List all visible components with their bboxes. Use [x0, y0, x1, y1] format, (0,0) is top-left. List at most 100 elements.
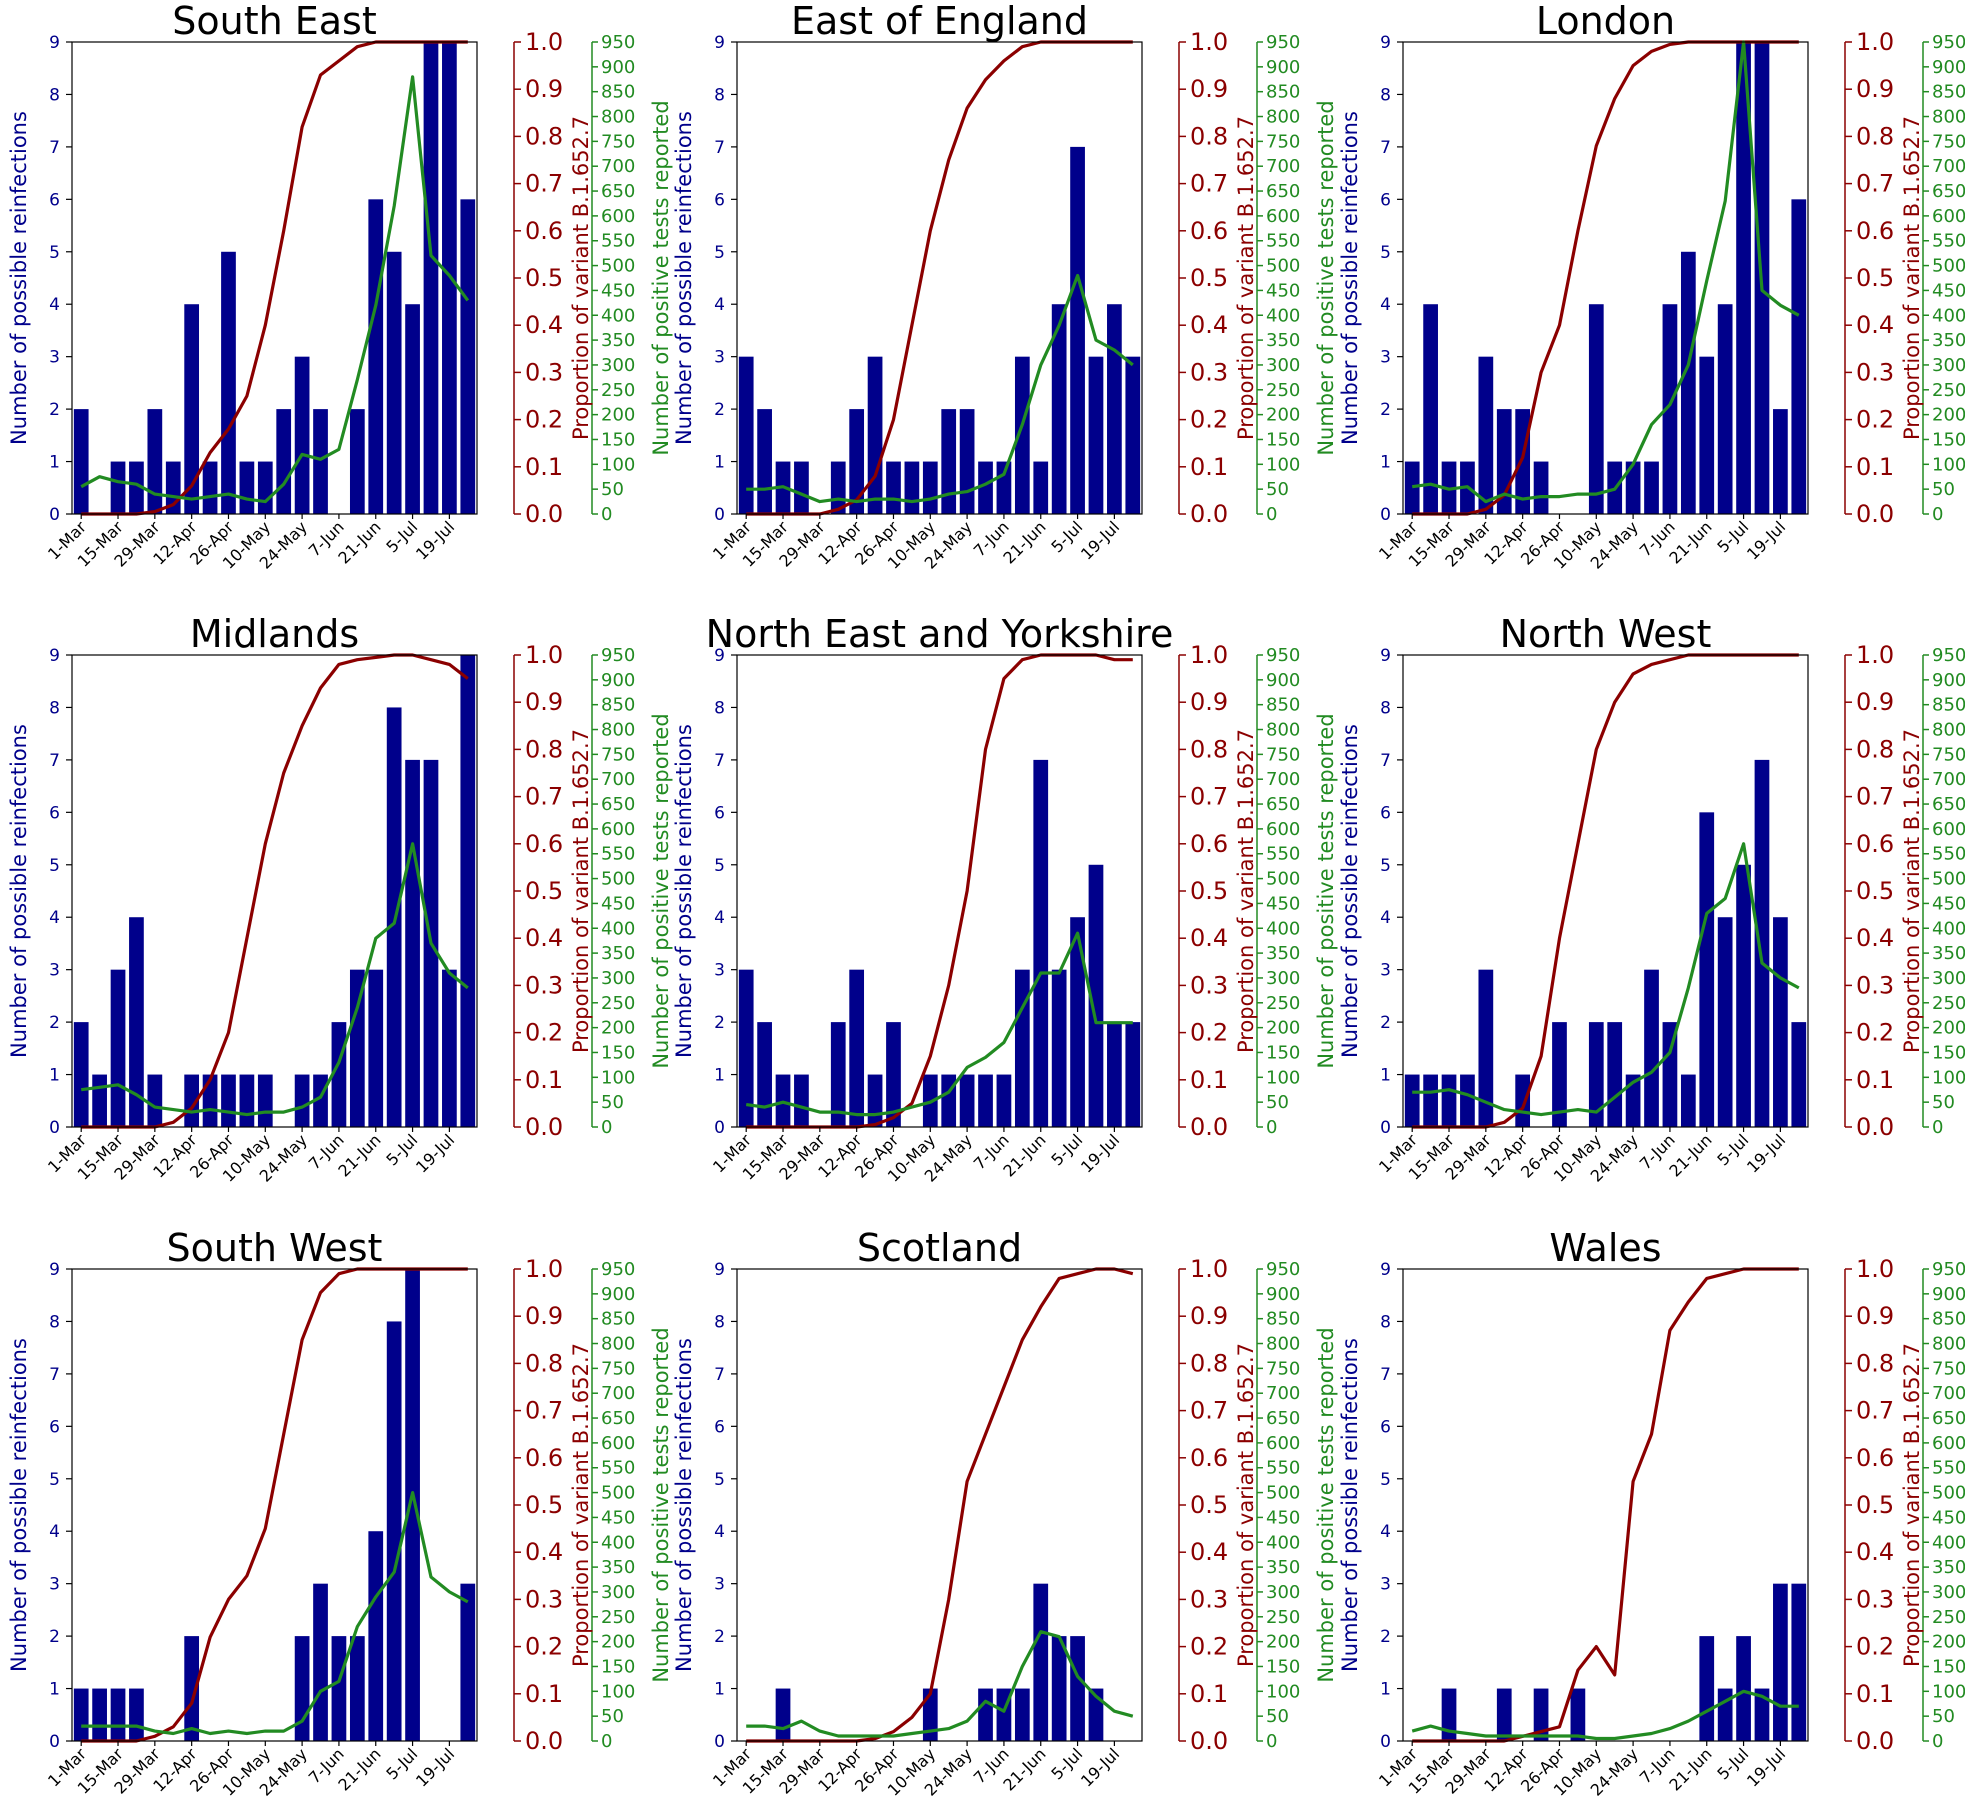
tests-tick-label: 750	[1266, 1358, 1300, 1379]
tests-tick-label: 500	[1932, 256, 1965, 277]
reinfection-bar	[775, 1688, 791, 1741]
left-tick-label: 5	[1380, 856, 1391, 876]
variant-tick-label: 1.0	[1190, 1255, 1228, 1283]
left-tick-label: 1	[714, 1066, 725, 1086]
left-tick-label: 6	[49, 1417, 60, 1437]
reinfection-bar	[257, 1074, 273, 1127]
tests-tick-label: 50	[1266, 1092, 1289, 1113]
reinfection-bar	[1680, 251, 1696, 514]
left-tick-label: 8	[1380, 1312, 1391, 1332]
left-tick-label: 8	[714, 1312, 725, 1332]
left-tick-label: 9	[49, 646, 60, 666]
tests-tick-label: 350	[1932, 943, 1965, 964]
variant-tick-label: 0.2	[1190, 1633, 1228, 1661]
variant-tick-label: 0.4	[525, 1538, 563, 1566]
x-tick-label: 19-Jul	[1077, 1130, 1123, 1176]
reinfection-bar	[1570, 1688, 1586, 1741]
left-tick-label: 2	[49, 1013, 60, 1033]
positive-tests-line	[745, 931, 1133, 1117]
left-tick-label: 8	[714, 698, 725, 718]
tests-tick-label: 0	[1266, 504, 1277, 525]
x-tick-label: 19-Jul	[412, 1130, 458, 1176]
tests-tick-label: 0	[1266, 1117, 1277, 1138]
variant-tick-label: 0.0	[525, 1727, 563, 1755]
chart-title: London	[1536, 0, 1675, 43]
chart-panel-0: South East 0 1 2 3 4 5 6 7 8 9 0.0 0.1 0.2 0.3 0.4 0.5 0.…	[7, 0, 673, 573]
tests-tick-label: 550	[601, 1458, 635, 1479]
tests-tick-label: 50	[601, 479, 624, 500]
reinfection-bar	[1533, 1688, 1549, 1741]
tests-tick-label: 200	[1266, 405, 1300, 426]
variant-tick-label: 0.0	[1190, 1113, 1228, 1141]
tests-axis-label: Number of positive tests reported	[1314, 713, 1338, 1068]
variant-tick-label: 0.3	[525, 1585, 563, 1613]
variant-tick-label: 0.6	[1856, 830, 1894, 858]
reinfection-bar	[313, 1583, 328, 1741]
reinfection-bar	[1773, 1583, 1788, 1741]
reinfection-bar	[1070, 917, 1085, 1127]
tests-tick-label: 100	[601, 1681, 635, 1702]
tests-tick-label: 350	[1932, 330, 1965, 351]
left-tick-label: 3	[714, 961, 725, 981]
tests-tick-label: 0	[1932, 504, 1943, 525]
tests-tick-label: 600	[1932, 819, 1965, 840]
tests-tick-label: 950	[601, 645, 635, 666]
tests-tick-label: 200	[601, 1018, 635, 1039]
tests-tick-label: 0	[1932, 1731, 1943, 1752]
left-tick-label: 4	[1380, 295, 1391, 315]
left-tick-label: 9	[1380, 1260, 1391, 1280]
reinfection-bar	[1625, 461, 1641, 514]
left-tick-label: 1	[714, 453, 725, 473]
variant-tick-label: 0.5	[1190, 877, 1228, 905]
left-tick-label: 3	[49, 1575, 60, 1595]
reinfection-bar	[1033, 759, 1049, 1127]
left-tick-label: 4	[49, 295, 60, 315]
tests-tick-label: 300	[601, 1582, 635, 1603]
tests-tick-label: 250	[1266, 1607, 1300, 1628]
variant-tick-label: 0.5	[1856, 1491, 1894, 1519]
tests-tick-label: 900	[601, 670, 635, 691]
reinfection-bar	[460, 199, 476, 515]
left-tick-label: 7	[714, 751, 725, 771]
reinfection-bar	[1625, 1074, 1641, 1127]
variant-tick-label: 0.7	[1856, 170, 1894, 198]
variant-tick-label: 0.0	[525, 500, 563, 528]
reinfection-bar	[92, 1688, 107, 1741]
plot-frame	[1402, 1268, 1809, 1742]
variant-tick-label: 0.5	[1856, 264, 1894, 292]
x-tick-label: 21-Jun	[334, 1130, 384, 1180]
reinfection-bar	[794, 1074, 809, 1127]
plot-frame	[71, 1268, 478, 1742]
positive-tests-line	[80, 75, 470, 504]
left-tick-label: 7	[49, 751, 60, 771]
reinfection-bar	[1460, 1074, 1475, 1127]
tests-tick-label: 950	[1932, 1259, 1965, 1280]
tests-axis-label: Number of positive tests reported	[649, 100, 673, 455]
variant-tick-label: 0.7	[1190, 170, 1228, 198]
tests-tick-label: 450	[1932, 280, 1965, 301]
tests-tick-label: 850	[1266, 1309, 1300, 1330]
reinfection-bar	[867, 356, 883, 514]
tests-tick-label: 350	[601, 1557, 635, 1578]
reinfection-bar	[1515, 1074, 1531, 1127]
reinfection-bar	[1680, 1074, 1696, 1127]
left-tick-label: 0	[49, 1732, 60, 1752]
variant-tick-label: 1.0	[1856, 641, 1894, 669]
reinfection-bar	[1552, 1022, 1567, 1127]
tests-tick-label: 650	[1932, 1408, 1965, 1429]
tests-tick-label: 400	[1266, 1532, 1300, 1553]
reinfection-bar	[129, 461, 144, 514]
chart-panel-6: South West 0 1 2 3 4 5 6 7 8 9 0.0 0.1 0.2 0.3 0.4 0.5 0.…	[7, 1226, 673, 1800]
x-tick-label: 19-Jul	[412, 517, 458, 563]
reinfection-bar	[886, 461, 901, 514]
tests-tick-label: 650	[1932, 794, 1965, 815]
chart-panel-8: Wales 0 1 2 3 4 5 6 7 8 9 0.0 0.1 0.2 0.3 0.4 0.5 0.6 0.7 0…	[1338, 1226, 1965, 1800]
reinfection-bar	[147, 1074, 163, 1127]
left-tick-label: 8	[1380, 698, 1391, 718]
left-tick-label: 0	[714, 505, 725, 525]
tests-tick-label: 0	[1932, 1117, 1943, 1138]
left-tick-label: 3	[1380, 961, 1391, 981]
tests-tick-label: 350	[1266, 330, 1300, 351]
tests-tick-label: 650	[1266, 181, 1300, 202]
variant-tick-label: 0.5	[525, 264, 563, 292]
